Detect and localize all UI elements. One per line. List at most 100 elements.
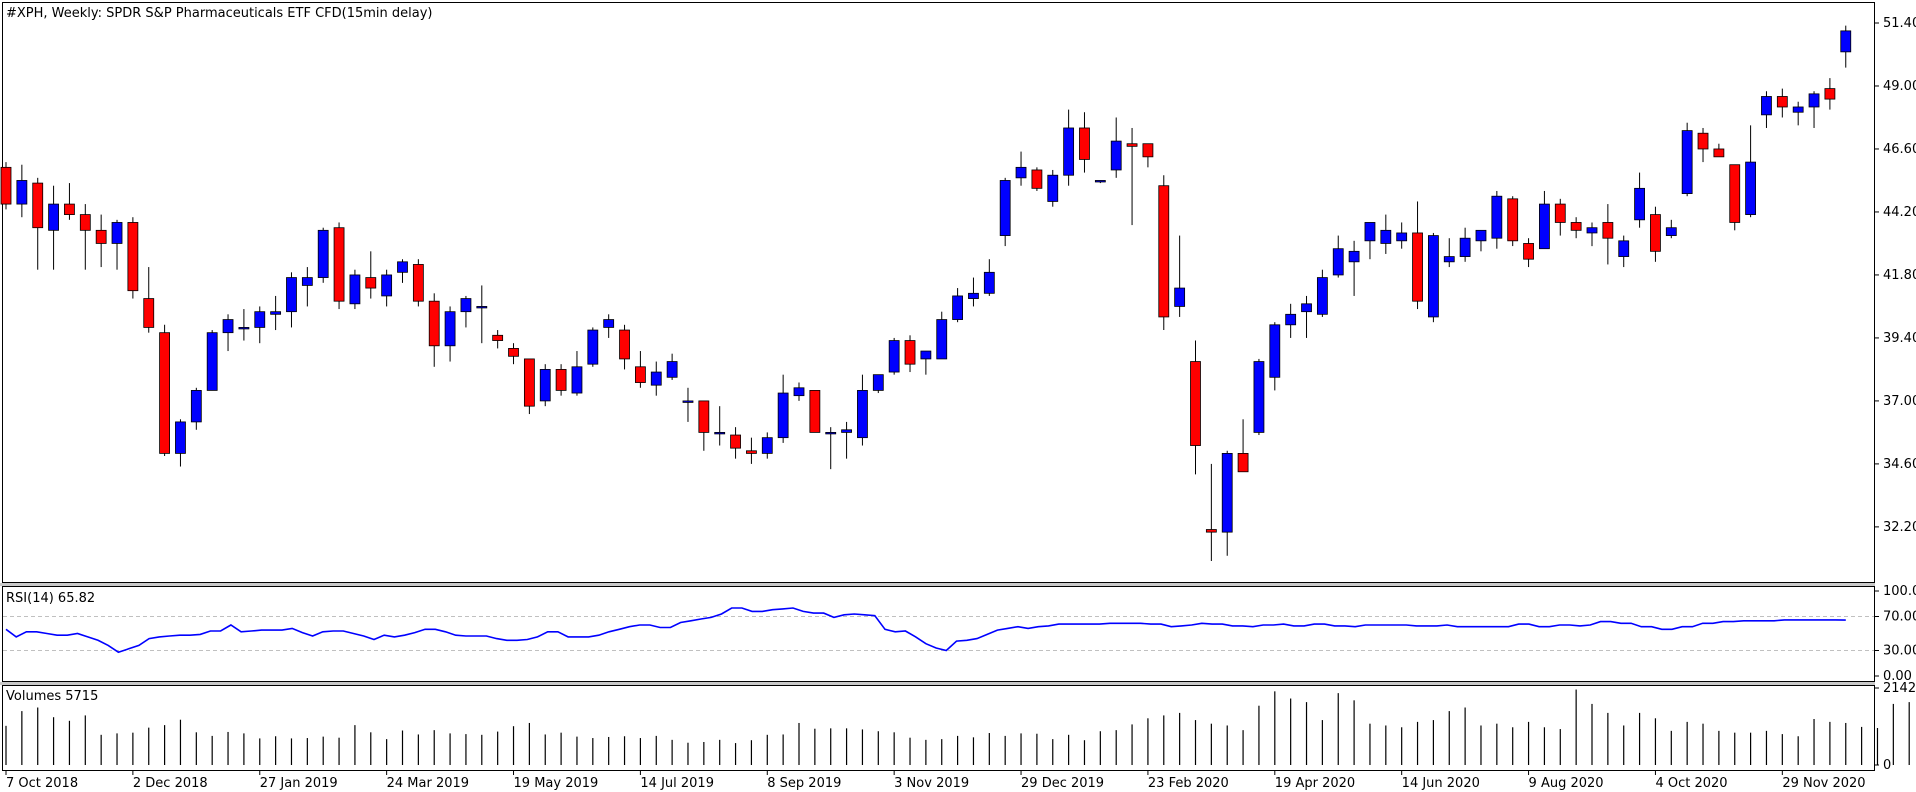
candle[interactable] <box>999 177 1011 247</box>
candle[interactable] <box>793 382 805 401</box>
candle[interactable] <box>365 251 377 299</box>
candle[interactable] <box>1110 117 1122 178</box>
candle[interactable] <box>539 364 551 407</box>
candle[interactable] <box>983 259 995 296</box>
candle[interactable] <box>32 177 44 270</box>
candle[interactable] <box>571 351 583 396</box>
candle[interactable] <box>1094 180 1106 184</box>
candle[interactable] <box>1808 91 1820 128</box>
candle[interactable] <box>587 327 599 367</box>
candle[interactable] <box>412 259 424 307</box>
candle[interactable] <box>1681 122 1693 197</box>
candle[interactable] <box>1507 196 1519 247</box>
candle[interactable] <box>16 164 28 218</box>
candle[interactable] <box>286 272 297 328</box>
candle[interactable] <box>841 421 852 459</box>
candle[interactable] <box>555 364 567 396</box>
candle[interactable] <box>381 269 393 307</box>
candle[interactable] <box>1396 222 1408 249</box>
candle[interactable] <box>904 335 916 373</box>
candle[interactable] <box>254 306 266 344</box>
candle[interactable] <box>1618 235 1630 268</box>
candle[interactable] <box>1047 169 1059 207</box>
candle[interactable] <box>777 374 789 443</box>
candle[interactable] <box>1586 222 1598 247</box>
candle[interactable] <box>1253 358 1265 436</box>
candle[interactable] <box>143 267 155 333</box>
candle[interactable] <box>508 343 519 365</box>
candle[interactable] <box>206 330 218 391</box>
candle[interactable] <box>809 390 821 433</box>
candle[interactable] <box>888 337 900 375</box>
candle[interactable] <box>95 214 107 268</box>
candle[interactable] <box>650 361 662 396</box>
candle[interactable] <box>1412 201 1423 310</box>
candle[interactable] <box>1332 235 1344 278</box>
candle[interactable] <box>1285 303 1297 338</box>
candle[interactable] <box>0 162 12 210</box>
candle[interactable] <box>714 406 726 446</box>
candle[interactable] <box>175 419 186 467</box>
candle[interactable] <box>1761 91 1772 128</box>
candle[interactable] <box>1443 238 1455 268</box>
candle[interactable] <box>1158 175 1170 331</box>
candle[interactable] <box>476 285 488 344</box>
candle[interactable] <box>857 374 868 446</box>
candle[interactable] <box>1713 143 1725 158</box>
candle[interactable] <box>1665 219 1677 239</box>
candle[interactable] <box>1031 167 1043 191</box>
candle[interactable] <box>1015 151 1027 186</box>
candle[interactable] <box>1745 125 1756 218</box>
candle[interactable] <box>1063 109 1075 186</box>
candle[interactable] <box>1348 240 1360 296</box>
candle[interactable] <box>746 437 757 464</box>
candle[interactable] <box>1634 172 1645 228</box>
candle[interactable] <box>1792 101 1804 126</box>
candle[interactable] <box>1840 25 1852 68</box>
candle[interactable] <box>523 358 535 415</box>
candle[interactable] <box>968 277 979 307</box>
candle[interactable] <box>1142 143 1154 168</box>
candle[interactable] <box>635 351 646 388</box>
candle[interactable] <box>190 387 202 430</box>
candle[interactable] <box>1301 295 1312 338</box>
candle[interactable] <box>317 227 329 283</box>
candle[interactable] <box>222 314 234 352</box>
candle[interactable] <box>1428 232 1439 323</box>
candle[interactable] <box>952 288 963 323</box>
candle[interactable] <box>1491 190 1503 249</box>
candle[interactable] <box>127 217 139 299</box>
candle[interactable] <box>79 204 91 270</box>
candle[interactable] <box>1079 112 1090 173</box>
candle[interactable] <box>1190 340 1201 475</box>
candle[interactable] <box>1650 206 1661 262</box>
candle[interactable] <box>1570 217 1582 239</box>
candle[interactable] <box>1316 269 1328 317</box>
candle[interactable] <box>492 330 504 349</box>
candle[interactable] <box>349 269 361 310</box>
candle[interactable] <box>1523 238 1534 268</box>
candle[interactable] <box>111 219 123 270</box>
candle[interactable] <box>666 353 678 380</box>
candle[interactable] <box>1126 127 1138 226</box>
candle[interactable] <box>698 400 710 451</box>
candle[interactable] <box>1459 227 1471 262</box>
candle[interactable] <box>48 185 59 270</box>
candle[interactable] <box>1364 222 1376 260</box>
candle[interactable] <box>1554 198 1566 236</box>
candle[interactable] <box>444 306 456 362</box>
candle[interactable] <box>1729 164 1741 231</box>
candle[interactable] <box>1776 88 1788 118</box>
candle[interactable] <box>1269 322 1281 391</box>
candle[interactable] <box>1539 190 1550 250</box>
candle[interactable] <box>270 295 282 331</box>
candle[interactable] <box>397 259 408 283</box>
candle[interactable] <box>619 324 630 370</box>
candle[interactable] <box>333 222 345 310</box>
candle[interactable] <box>825 427 837 470</box>
candle[interactable] <box>936 311 948 360</box>
candle[interactable] <box>1824 78 1836 110</box>
candle[interactable] <box>761 432 773 459</box>
candle[interactable] <box>603 314 615 338</box>
